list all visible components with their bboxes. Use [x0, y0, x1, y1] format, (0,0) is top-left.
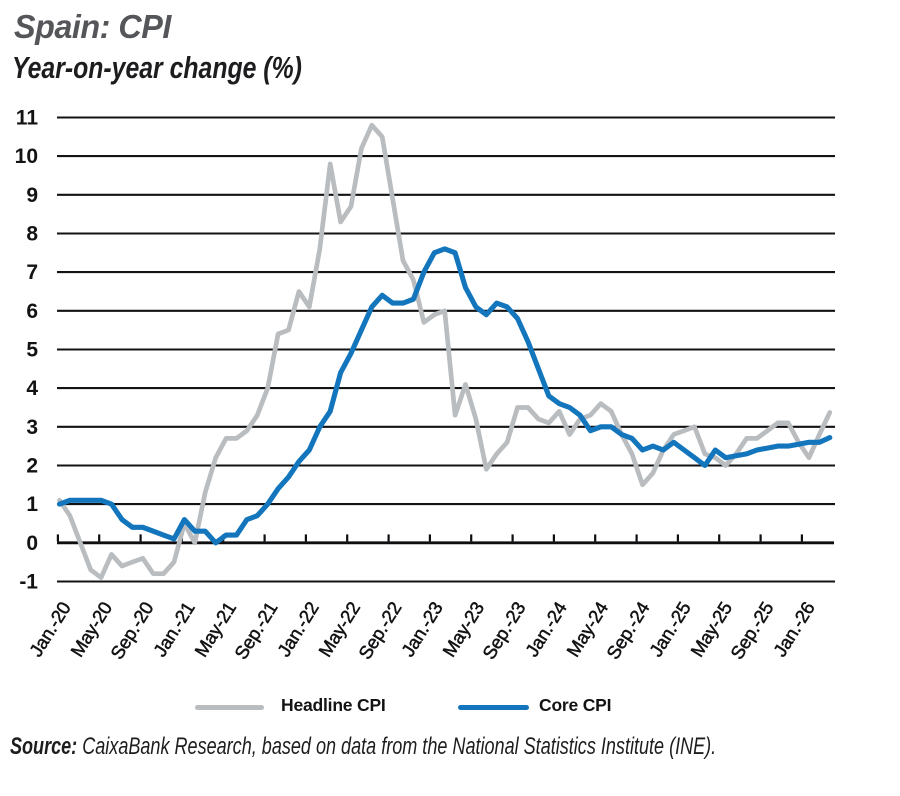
svg-text:11: 11	[16, 107, 39, 130]
svg-text:10: 10	[15, 145, 38, 168]
svg-text:-1: -1	[19, 571, 38, 594]
svg-text:3: 3	[26, 416, 38, 439]
svg-text:4: 4	[26, 377, 38, 400]
svg-text:0: 0	[26, 532, 38, 555]
svg-text:2: 2	[26, 455, 38, 478]
svg-text:5: 5	[26, 339, 38, 362]
svg-text:9: 9	[26, 184, 38, 207]
svg-text:6: 6	[26, 300, 38, 323]
svg-text:7: 7	[26, 261, 38, 284]
svg-text:1: 1	[26, 493, 38, 516]
svg-text:8: 8	[26, 223, 38, 246]
svg-text:Jan.-26: Jan.-26	[769, 598, 819, 660]
